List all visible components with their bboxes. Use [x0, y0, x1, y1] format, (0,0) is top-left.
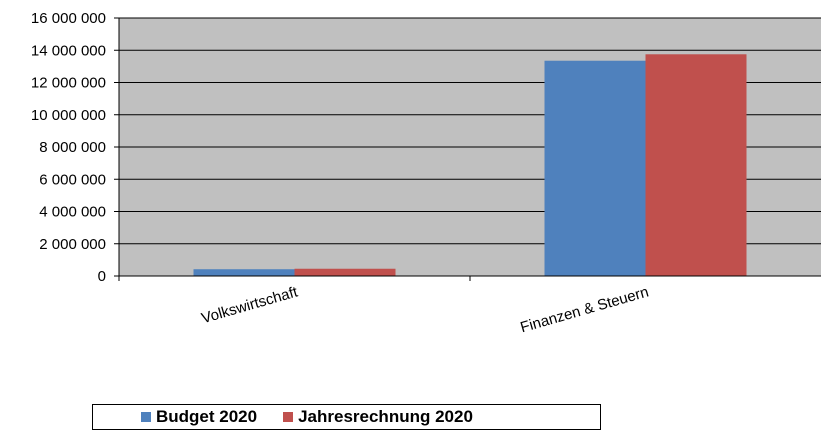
legend-item-budget: Budget 2020: [141, 407, 257, 427]
y-tick-label: 10 000 000: [31, 107, 106, 124]
y-tick-label: 14 000 000: [31, 42, 106, 59]
y-tick-label: 16 000 000: [31, 10, 106, 27]
legend-label-jahresrechnung: Jahresrechnung 2020: [298, 407, 473, 426]
bars: [193, 54, 747, 277]
legend-label-budget: Budget 2020: [156, 407, 258, 426]
y-tick-label: 8 000 000: [39, 139, 106, 156]
x-category-label: Volkswirtschaft: [200, 283, 301, 327]
bar: [294, 268, 396, 276]
x-axis-labels: Volkswirtschaft Finanzen & Steuern: [200, 283, 651, 336]
y-tick-label: 2 000 000: [39, 236, 106, 253]
legend-swatch-budget: [141, 412, 151, 422]
legend-swatch-jahresrechnung: [283, 412, 294, 422]
bar: [544, 60, 646, 277]
y-axis-ticks: 0 2 000 000 4 000 000 6 000 000 8 000 000 10 …: [31, 10, 119, 285]
x-category-label: Finanzen & Steuern: [518, 284, 650, 337]
legend: Budget 2020 Jahresrechnung 2020: [92, 404, 601, 430]
axes: [114, 18, 821, 281]
y-tick-label: 6 000 000: [39, 171, 106, 188]
bar: [645, 54, 747, 276]
bar: [193, 269, 295, 276]
y-tick-label: 4 000 000: [39, 204, 106, 221]
legend-item-jahresrechnung: Jahresrechnung 2020: [283, 407, 473, 427]
gridlines: [119, 17, 821, 245]
y-tick-label: 0: [98, 268, 106, 285]
y-tick-label: 12 000 000: [31, 75, 106, 92]
